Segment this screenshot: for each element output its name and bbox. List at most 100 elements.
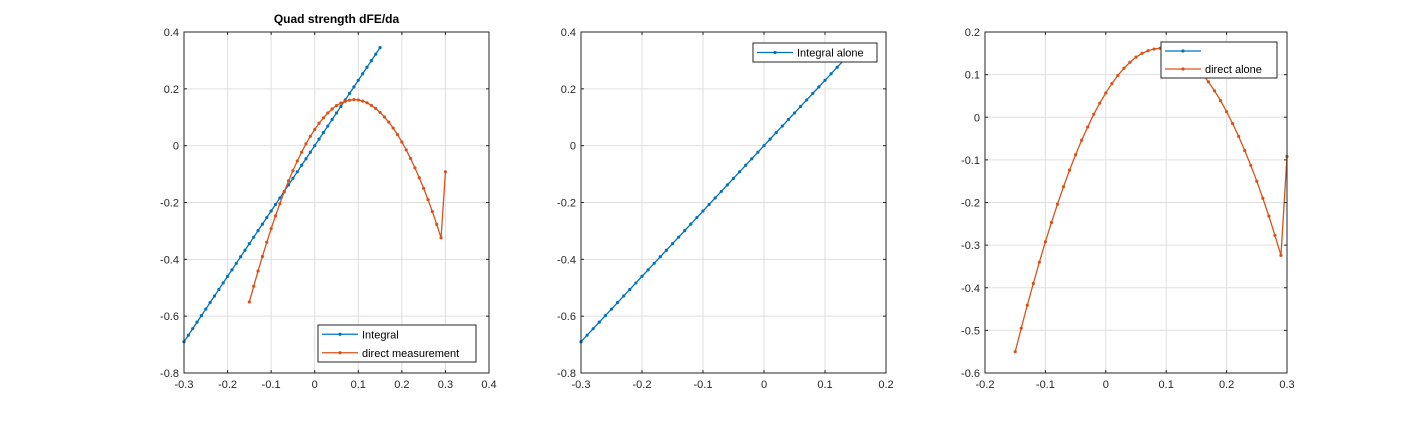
data-point	[247, 242, 251, 246]
legend-swatch-marker	[773, 50, 777, 55]
data-point	[707, 202, 711, 207]
data-point	[339, 104, 343, 109]
data-point	[713, 196, 717, 200]
data-point	[300, 150, 304, 154]
legend[interactable]: direct alone	[1160, 41, 1278, 79]
data-point	[1218, 99, 1223, 103]
data-point	[1212, 89, 1217, 93]
data-point	[762, 144, 766, 148]
data-point	[365, 101, 369, 105]
data-point	[1031, 281, 1035, 286]
y-tick-label: -0.1	[961, 155, 980, 167]
chart-2: -0.3 -0.2 -0.1 0 0.1 0.2 -0.8 -0.6 -0.4 -0.2 0 0.2 0…	[557, 27, 894, 391]
x-tick-label: 0.1	[351, 379, 366, 391]
data-point	[225, 274, 230, 278]
data-point	[1237, 134, 1241, 139]
data-point	[811, 91, 815, 95]
data-point	[273, 202, 278, 207]
data-point	[374, 52, 378, 56]
data-point	[304, 157, 308, 161]
y-tick-label: -0.2	[160, 198, 179, 210]
data-point	[435, 222, 439, 226]
legend-label: Integral	[362, 329, 399, 341]
data-point	[365, 65, 369, 69]
y-tick-label: -0.6	[961, 368, 980, 380]
data-point	[603, 313, 608, 318]
x-tick-label: 0.3	[1279, 379, 1294, 391]
data-point	[347, 98, 352, 102]
data-point	[1225, 110, 1229, 114]
legend[interactable]: Integral direct measurement	[317, 324, 477, 363]
data-point	[391, 126, 395, 130]
data-point	[374, 106, 378, 111]
series-line-2	[248, 98, 447, 303]
data-point	[265, 215, 269, 220]
data-point	[701, 209, 705, 213]
y-tick-label: -0.5	[961, 325, 980, 337]
data-point	[1267, 214, 1271, 218]
data-point	[799, 104, 803, 109]
data-point	[186, 333, 190, 337]
data-point	[356, 98, 360, 102]
data-point	[278, 202, 282, 206]
data-point	[1249, 163, 1253, 168]
data-point	[731, 176, 736, 180]
data-point	[1086, 125, 1090, 129]
y-tick-label: -0.8	[160, 368, 179, 380]
data-point	[443, 170, 448, 174]
data-point	[230, 268, 234, 272]
legend-label: Integral alone	[797, 48, 864, 60]
data-point	[725, 183, 730, 187]
data-point	[387, 120, 391, 124]
data-point	[422, 186, 426, 190]
x-tick-label: -0.2	[633, 379, 652, 391]
data-point	[652, 261, 656, 265]
data-point	[330, 117, 334, 122]
x-tick-label: 0	[1103, 379, 1109, 391]
data-point	[247, 300, 251, 304]
series-line-1	[580, 47, 856, 343]
data-point	[330, 107, 334, 111]
data-point	[252, 284, 256, 288]
data-point	[664, 248, 669, 252]
data-point	[239, 255, 243, 259]
legend-label: direct alone	[1205, 64, 1262, 76]
data-point	[609, 307, 614, 311]
data-point	[317, 121, 321, 125]
y-tick-label: -0.6	[160, 311, 179, 323]
y-tick-label: -0.3	[961, 240, 980, 252]
data-point	[195, 320, 199, 324]
data-point	[1140, 51, 1144, 55]
data-point	[591, 327, 595, 331]
y-tick-label: -0.4	[961, 283, 980, 295]
data-point	[321, 116, 326, 120]
y-tick-label: 0.4	[164, 27, 179, 39]
x-tick-label: -0.1	[694, 379, 713, 391]
data-point	[695, 215, 699, 220]
data-point	[361, 99, 365, 103]
data-point	[1261, 196, 1265, 200]
data-point	[282, 190, 286, 194]
legend[interactable]: Integral alone	[752, 42, 878, 63]
data-point	[1092, 112, 1096, 116]
y-tick-label: 0.4	[561, 27, 576, 39]
y-tick-label: -0.8	[557, 368, 576, 380]
data-point	[1116, 73, 1120, 78]
x-tick-label: 0.1	[1159, 379, 1174, 391]
data-point	[1128, 60, 1132, 64]
data-point	[343, 99, 347, 103]
data-point	[1134, 55, 1138, 59]
data-point	[199, 313, 204, 318]
data-point	[430, 209, 434, 214]
data-point	[221, 281, 225, 285]
legend-swatch-marker	[1181, 67, 1185, 71]
chart-title: Quad strength dFE/da	[274, 12, 400, 26]
data-point	[835, 65, 839, 69]
data-point	[260, 222, 265, 226]
y-tick-label: 0	[173, 141, 179, 153]
data-point	[683, 229, 687, 233]
x-tick-label: 0.1	[817, 379, 832, 391]
data-point	[750, 157, 754, 161]
y-tick-label: 0	[974, 112, 980, 124]
